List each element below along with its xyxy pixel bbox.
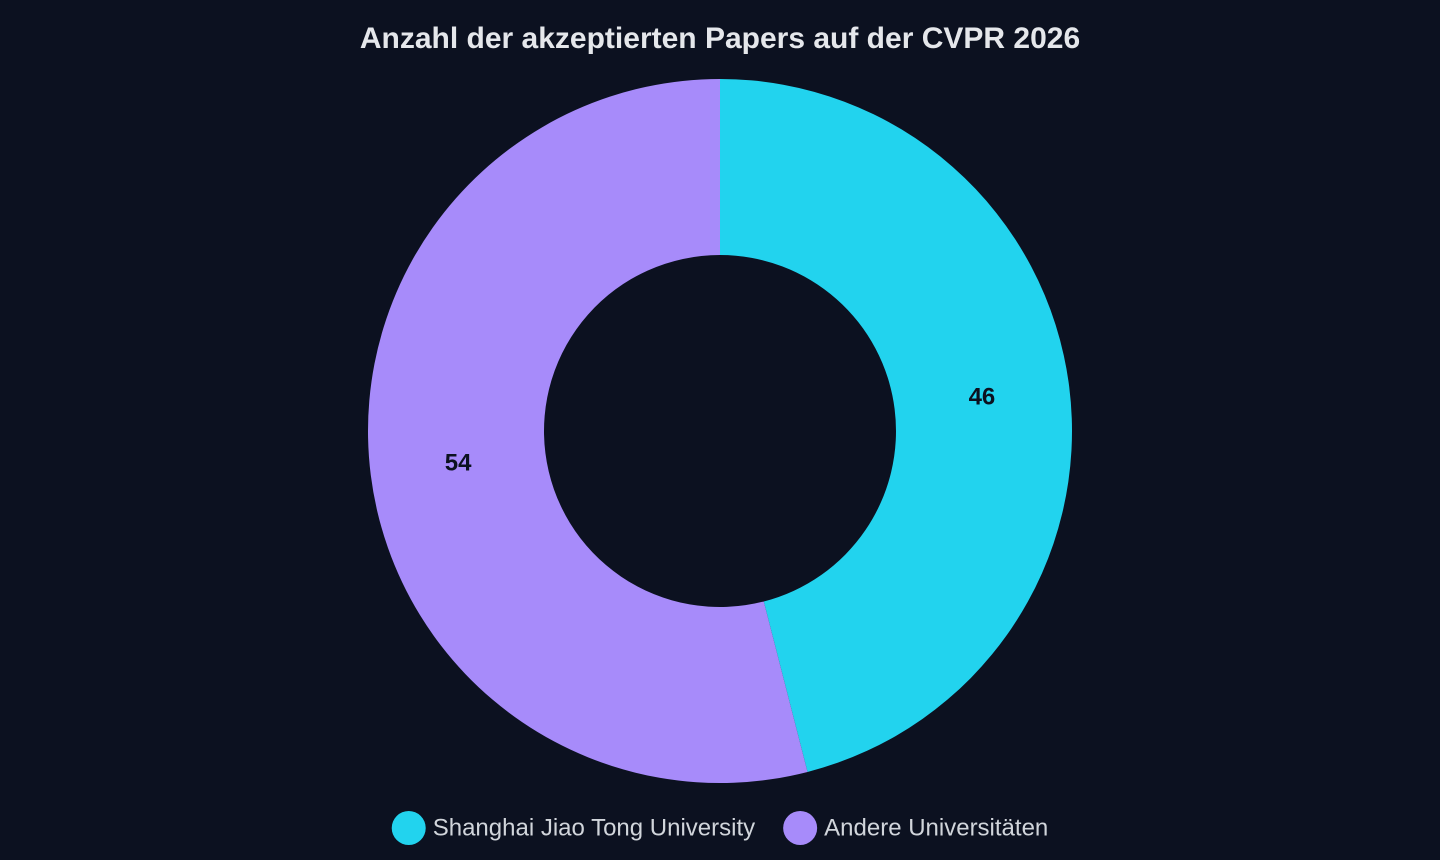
legend: Shanghai Jiao Tong University Andere Univ… [391,811,1048,845]
slice [720,79,1073,772]
donut: 46 54 [368,79,1073,783]
data-label: 54 [445,449,472,476]
legend-swatch [783,811,818,845]
chart-title: Anzahl der akzeptierten Papers auf der C… [360,22,1080,55]
data-label: 46 [969,383,996,410]
legend-label: Andere Universitäten [824,814,1048,841]
legend-swatch [391,811,426,845]
legend-label: Shanghai Jiao Tong University [433,814,755,841]
slice [368,79,808,783]
